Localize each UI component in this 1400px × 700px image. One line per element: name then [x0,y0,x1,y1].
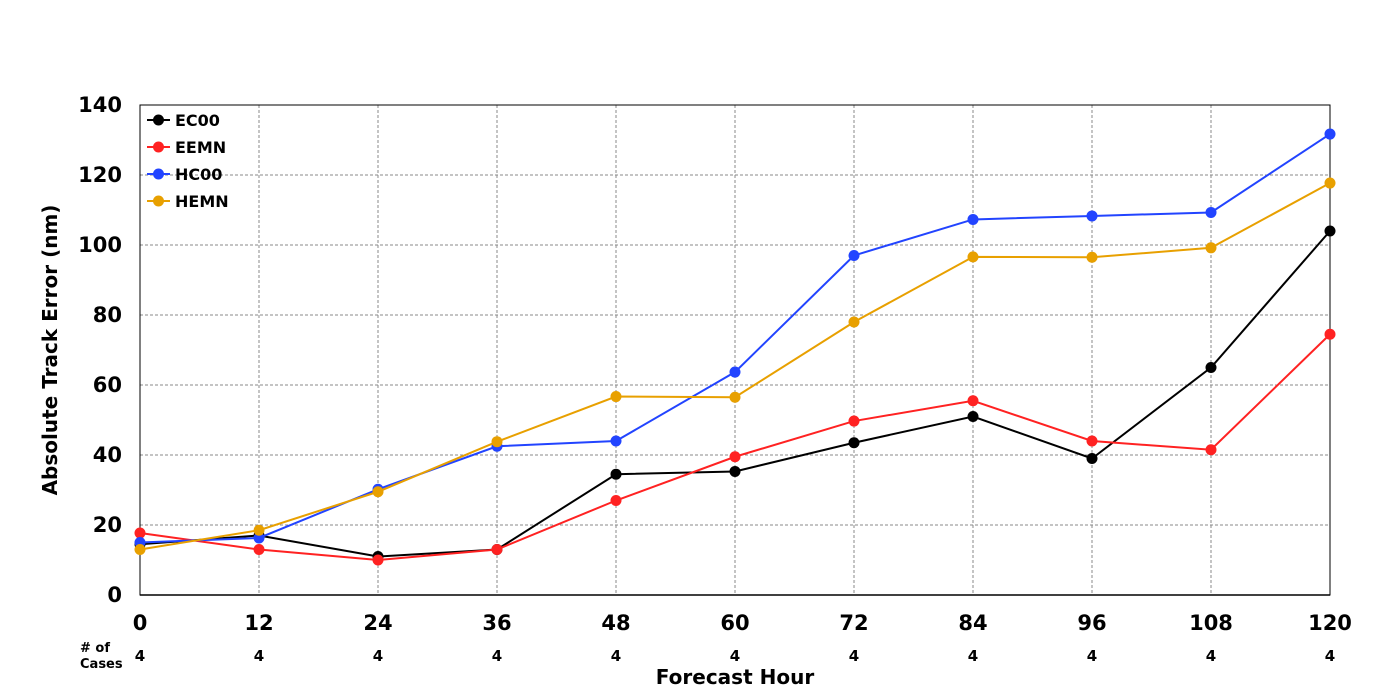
data-point [729,465,741,477]
case-count: 4 [373,647,383,665]
data-point [1205,206,1217,218]
x-tick-label: 72 [839,611,868,635]
data-point [967,213,979,225]
data-point [1086,210,1098,222]
data-point [1324,225,1336,237]
data-point [610,468,622,480]
data-point [848,316,860,328]
data-point [134,544,146,555]
x-tick-label: 12 [244,611,273,635]
data-point [1205,242,1217,254]
legend-marker [153,195,164,207]
x-tick-label: 108 [1189,611,1233,635]
data-point [1086,251,1098,263]
data-point [253,524,265,536]
case-count: 4 [968,647,978,665]
case-count: 4 [849,647,859,665]
y-tick-label: 60 [93,373,122,397]
case-count: 4 [492,647,502,665]
case-count: 4 [1206,647,1216,665]
data-point [1205,362,1217,373]
x-axis-ticks: 0 12 24 36 48 60 72 84 96 108 120 [133,611,1352,635]
cases-row: # of Cases 4 4 4 4 4 4 4 4 4 4 4 [80,641,1335,672]
data-point [134,527,146,539]
data-point [848,437,860,449]
case-count: 4 [611,647,621,665]
y-tick-label: 120 [78,163,122,187]
grid-lines [140,105,1330,596]
y-tick-label: 140 [78,93,122,117]
case-count: 4 [254,647,264,665]
y-tick-label: 0 [107,583,122,607]
series-layer [134,128,1336,566]
y-tick-label: 100 [78,233,122,257]
series-eemn [134,328,1336,566]
data-point [848,415,860,427]
legend: EC00 EEMN HC00 HEMN [147,111,229,211]
data-point [610,495,622,506]
legend-label: EEMN [175,138,226,157]
series-hemn [134,177,1336,555]
data-point [491,544,503,555]
data-point [967,411,979,422]
legend-marker [153,168,164,180]
x-tick-label: 36 [482,611,511,635]
x-tick-label: 48 [601,611,630,635]
case-count: 4 [1325,647,1335,665]
data-point [1086,435,1098,447]
legend-item: EC00 [147,111,220,130]
legend-item: EEMN [147,138,226,157]
data-point [967,251,979,263]
data-point [372,486,384,498]
data-point [610,391,622,403]
data-point [610,435,622,447]
data-point [967,395,979,407]
legend-marker [153,141,164,153]
y-tick-label: 40 [93,443,122,467]
data-point [253,544,265,555]
data-point [1086,453,1098,464]
data-point [729,391,741,403]
x-tick-label: 84 [958,611,987,635]
plot-area [139,104,1331,596]
y-axis-title: Absolute Track Error (nm) [38,205,62,496]
x-axis-title: Forecast Hour [656,665,815,689]
legend-marker [153,114,164,126]
case-count: 4 [730,647,740,665]
data-point [729,366,741,378]
data-point [1324,328,1336,340]
data-point [372,554,384,566]
y-tick-label: 80 [93,303,122,327]
x-tick-label: 24 [363,611,392,635]
legend-label: EC00 [175,111,220,130]
data-point [1324,128,1336,140]
x-tick-label: 0 [133,611,148,635]
data-point [1205,444,1217,456]
data-point [729,451,741,463]
legend-item: HEMN [147,192,229,211]
legend-label: HEMN [175,192,229,211]
y-axis-ticks: 0 20 40 60 80 100 120 140 [78,93,122,607]
data-point [253,532,265,544]
x-tick-label: 120 [1308,611,1352,635]
case-count: 4 [1087,647,1097,665]
cases-label-line2: Cases [80,657,123,672]
cases-label-line1: # of [80,641,110,656]
x-tick-label: 60 [720,611,749,635]
legend-item: HC00 [147,165,222,184]
data-point [491,436,503,448]
case-count: 4 [135,647,145,665]
x-tick-label: 96 [1077,611,1106,635]
legend-label: HC00 [175,165,222,184]
y-tick-label: 20 [93,513,122,537]
data-point [1324,177,1336,189]
data-point [848,250,860,261]
